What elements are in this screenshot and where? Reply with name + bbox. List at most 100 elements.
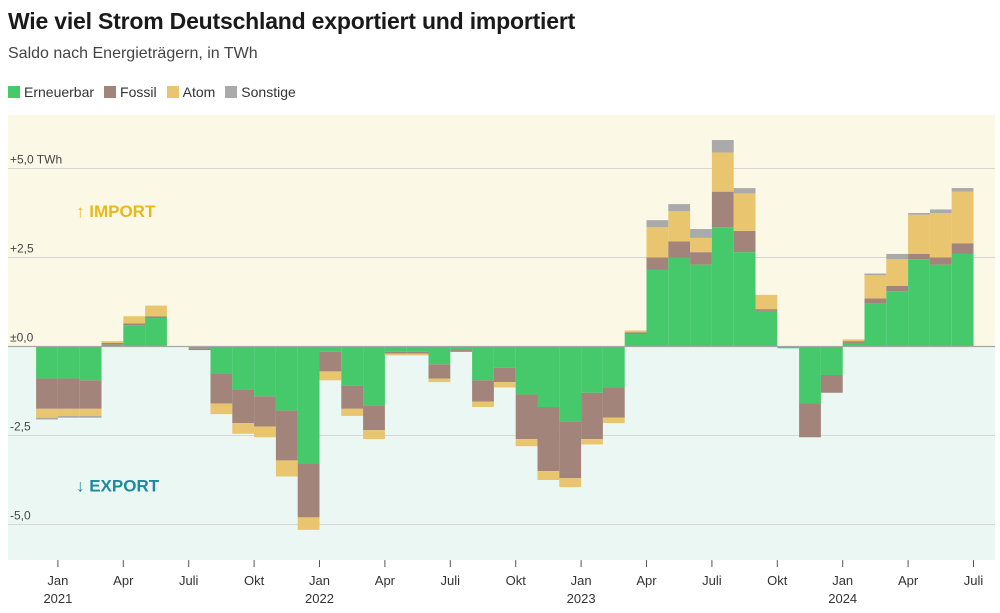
bar-atom-2023-09 (755, 294, 778, 310)
bar-erneuerbar-2023-12 (820, 346, 843, 375)
x-tick-label: Okt (506, 573, 527, 588)
bar-erneuerbar-2024-06 (951, 253, 974, 347)
bar-erneuerbar-2023-06 (690, 264, 712, 347)
bar-atom-2024-03 (886, 259, 909, 286)
bar-atom-2024-01 (842, 339, 865, 342)
x-tick-label: Apr (375, 573, 396, 588)
x-tick-label: Okt (244, 573, 265, 588)
x-tick-label: Jan (309, 573, 330, 588)
bar-fossil-2020-12 (36, 378, 58, 409)
legend-label-sonstige: Sonstige (241, 84, 296, 100)
bar-atom-2021-12 (297, 517, 320, 530)
bar-fossil-2024-03 (886, 285, 909, 292)
legend-item-atom: Atom (166, 84, 215, 100)
legend-swatch-fossil (104, 86, 117, 98)
bar-fossil-2021-07 (188, 348, 211, 351)
y-tick-label: ±0,0 (10, 331, 34, 345)
bar-erneuerbar-2020-12 (36, 346, 58, 379)
bar-atom-2021-02 (79, 408, 102, 416)
bar-fossil-2021-10 (254, 396, 276, 427)
bar-sonstige-2020-12 (36, 417, 58, 420)
bar-fossil-2022-02 (341, 385, 364, 409)
bar-atom-2024-04 (908, 214, 930, 254)
bar-fossil-2024-02 (864, 298, 887, 304)
bar-sonstige-2024-06 (951, 188, 974, 192)
x-tick-label: Juli (964, 573, 984, 588)
bar-sonstige-2023-07 (711, 140, 734, 153)
bar-erneuerbar-2024-01 (842, 342, 865, 347)
bar-fossil-2023-09 (755, 309, 778, 311)
bar-fossil-2024-04 (908, 253, 930, 260)
bar-fossil-2021-05 (145, 316, 167, 319)
bar-atom-2024-05 (929, 213, 952, 258)
x-tick-label: Jan (832, 573, 853, 588)
bar-sonstige-2021-01 (57, 415, 80, 418)
bar-atom-2021-10 (254, 426, 276, 438)
x-tick-label: Apr (898, 573, 919, 588)
bar-fossil-2022-04 (384, 351, 407, 354)
bar-fossil-2024-06 (951, 243, 974, 254)
bar-atom-2023-01 (581, 439, 603, 445)
bar-erneuerbar-2021-09 (232, 346, 255, 390)
bar-erneuerbar-2021-10 (254, 346, 276, 397)
bar-erneuerbar-2021-07 (188, 346, 211, 349)
bar-erneuerbar-2021-12 (297, 346, 320, 464)
bar-fossil-2022-11 (537, 407, 560, 472)
bar-erneuerbar-2023-03 (624, 334, 647, 347)
bar-atom-2022-12 (559, 478, 582, 488)
x-year-label: 2023 (567, 591, 596, 606)
bar-fossil-2021-11 (275, 410, 298, 461)
bar-fossil-2024-05 (929, 257, 952, 265)
bar-atom-2022-04 (384, 353, 407, 356)
bar-atom-2021-04 (123, 316, 146, 324)
bar-sonstige-2023-08 (733, 188, 756, 194)
bar-erneuerbar-2023-04 (646, 269, 669, 347)
legend-label-erneuerbar: Erneuerbar (24, 84, 95, 100)
bar-atom-2023-04 (646, 227, 669, 258)
bar-erneuerbar-2023-10 (777, 346, 800, 349)
bar-erneuerbar-2021-05 (145, 318, 167, 347)
legend-label-fossil: Fossil (120, 84, 157, 100)
bar-atom-2023-05 (668, 211, 691, 242)
bar-atom-2022-11 (537, 471, 560, 480)
bar-atom-2021-08 (210, 403, 233, 415)
bar-erneuerbar-2021-11 (275, 346, 298, 411)
bar-atom-2023-06 (690, 237, 712, 253)
bar-erneuerbar-2022-11 (537, 346, 560, 408)
bar-erneuerbar-2023-11 (799, 346, 821, 404)
x-tick-label: Jan (571, 573, 592, 588)
bar-atom-2021-03 (101, 341, 124, 343)
bar-erneuerbar-2022-04 (384, 346, 407, 352)
y-tick-label: -2,5 (10, 420, 31, 434)
bar-erneuerbar-2022-05 (406, 346, 429, 352)
bar-sonstige-2021-02 (79, 415, 102, 418)
y-tick-label: +2,5 (10, 242, 34, 256)
bar-erneuerbar-2022-09 (493, 346, 516, 368)
bar-erneuerbar-2022-12 (559, 346, 582, 422)
bar-erneuerbar-2021-01 (57, 346, 80, 379)
x-tick-label: Apr (113, 573, 134, 588)
bar-fossil-2021-02 (79, 380, 102, 409)
export-label: ↓ EXPORT (76, 476, 160, 495)
legend-swatch-atom (166, 86, 179, 98)
bar-fossil-2023-11 (799, 403, 821, 438)
bar-erneuerbar-2021-08 (210, 346, 233, 374)
bar-fossil-2022-01 (319, 351, 342, 372)
bar-fossil-2023-02 (602, 387, 625, 418)
bar-erneuerbar-2021-02 (79, 346, 102, 381)
bar-atom-2022-10 (515, 439, 538, 447)
bar-erneuerbar-2022-10 (515, 346, 538, 395)
bar-atom-2022-02 (341, 408, 364, 416)
legend-item-erneuerbar: Erneuerbar (8, 84, 94, 100)
bar-fossil-2021-03 (101, 342, 124, 345)
bar-sonstige-2024-04 (908, 213, 930, 215)
bar-erneuerbar-2022-07 (450, 346, 473, 351)
bar-fossil-2023-12 (820, 374, 843, 393)
bar-atom-2022-03 (363, 430, 385, 440)
bar-sonstige-2024-03 (886, 253, 909, 260)
bar-fossil-2021-09 (232, 389, 255, 424)
bar-atom-2023-03 (624, 330, 647, 333)
bar-erneuerbar-2023-05 (668, 257, 691, 347)
bar-atom-2024-06 (951, 191, 974, 244)
